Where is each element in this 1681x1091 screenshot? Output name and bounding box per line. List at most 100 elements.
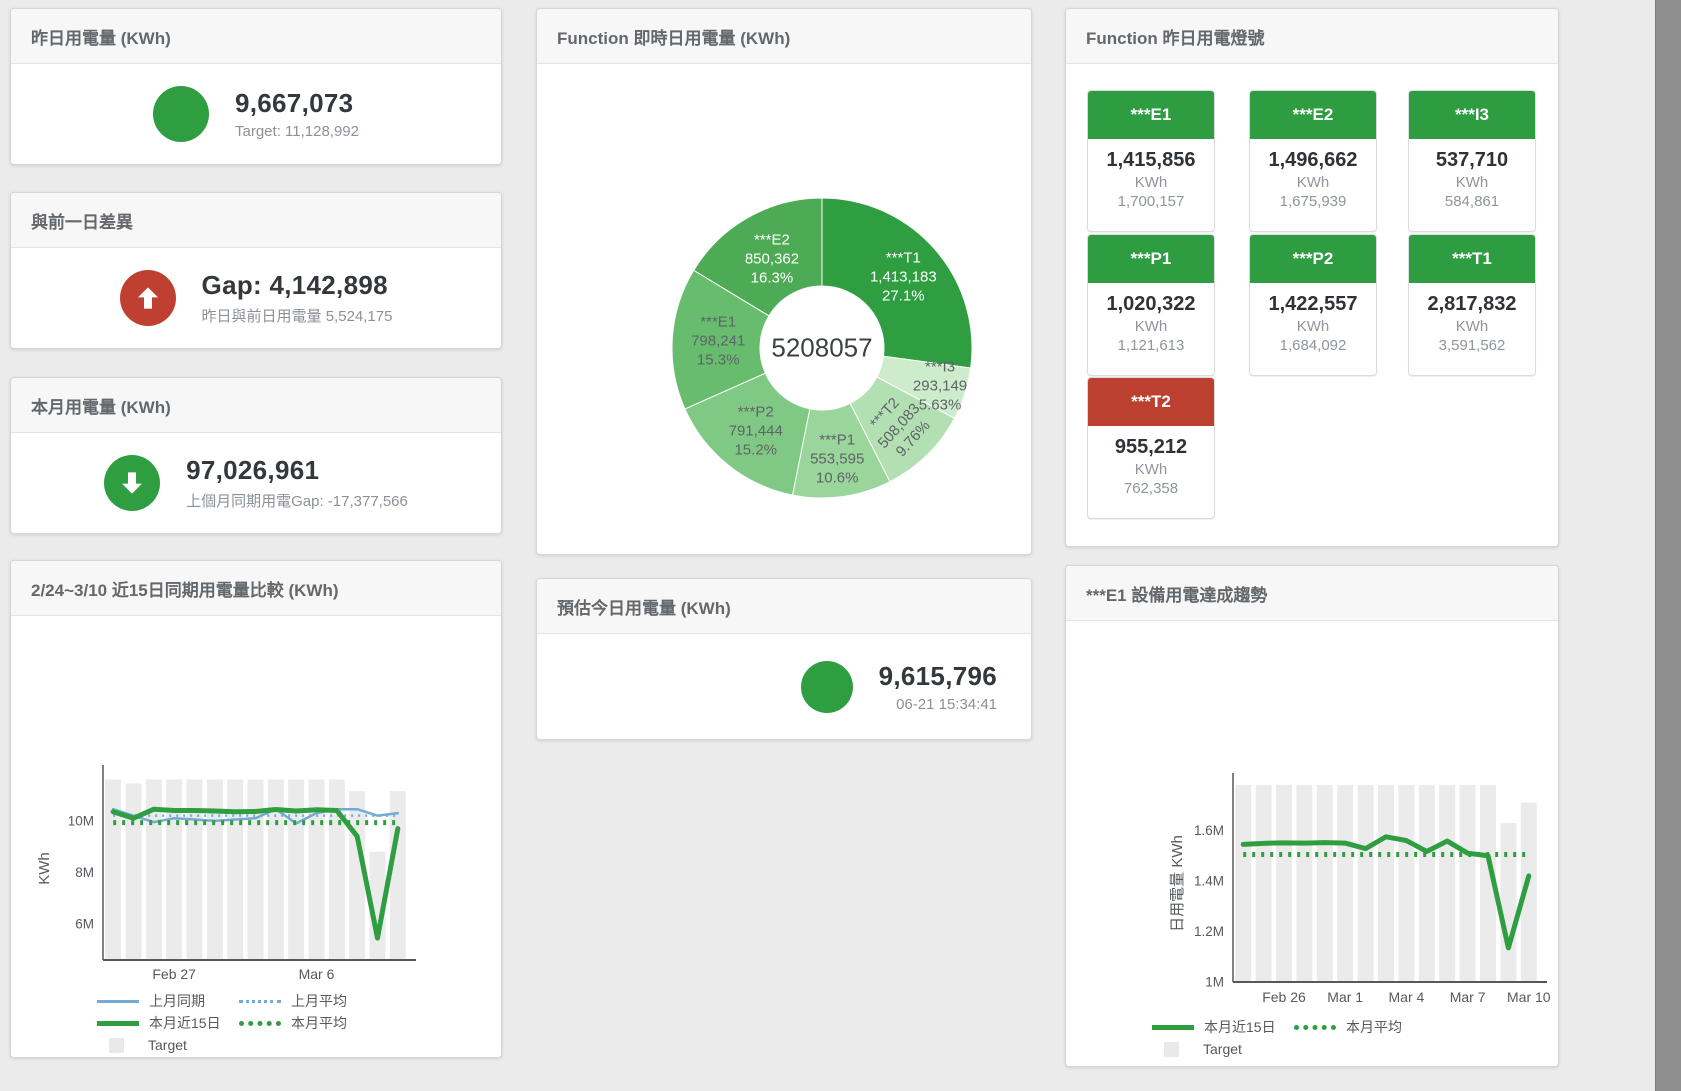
light-card-unit: KWh — [1134, 174, 1168, 191]
legend-label: 上月平均 — [291, 993, 347, 1009]
realtime-pie-body: ***T1 1,413,183 27.1% ***I3 293,149 5.63% ***T… — [537, 64, 1031, 554]
chart-legend: 本月近15日 本月平均 Target — [1152, 1016, 1436, 1060]
target-bar — [1235, 785, 1252, 982]
month-usage-title: 本月用電量 (KWh) — [11, 378, 501, 433]
legend-label: 本月近15日 — [1204, 1019, 1276, 1035]
target-bar — [288, 779, 305, 960]
legend-item[interactable]: 上月平均 — [239, 991, 381, 1011]
lights-panel-card: Function 昨日用電燈號 ***E1 1,415,856 KWh 1,700,1… — [1065, 8, 1559, 547]
legend-item[interactable]: 上月同期 — [97, 991, 239, 1011]
light-card: ***I3 537,710 KWh 584,861 — [1408, 90, 1536, 232]
green-status-circle-icon — [800, 660, 853, 713]
legend-item[interactable]: 本月近15日 — [1152, 1017, 1294, 1037]
pie-label-line: ***E2 — [754, 231, 790, 249]
light-card-unit: KWh — [1296, 174, 1330, 191]
pie-segment-label: ***P1 553,595 10.6% — [810, 430, 864, 487]
target-bar — [1520, 802, 1537, 982]
series-line — [1240, 834, 1532, 951]
legend-row: 本月近15日 本月平均 — [1152, 1016, 1436, 1038]
lights-grid: ***E1 1,415,856 KWh 1,700,157 ***E2 1,496,662… — [1066, 64, 1558, 546]
target-bar — [1378, 785, 1394, 982]
legend-label: 本月近15日 — [149, 1015, 221, 1031]
legend-marker-box — [1164, 1041, 1179, 1057]
x-axis-tick: Mar 1 — [1327, 989, 1363, 1005]
pie-segment — [693, 197, 823, 317]
light-card-header: ***P2 — [1250, 235, 1376, 283]
yesterday-usage-value: 9,667,073 — [235, 88, 354, 118]
legend-item[interactable]: Target — [97, 1037, 239, 1053]
target-bar — [1255, 785, 1272, 982]
legend-item[interactable]: 本月平均 — [239, 1013, 381, 1033]
estimate-today-title: 預估今日用電量 (KWh) — [537, 579, 1031, 634]
trend-chart-title: ***E1 設備用電達成趨勢 — [1066, 566, 1558, 621]
month-usage-sub: 上個月同期用電Gap: -17,377,566 — [186, 493, 408, 510]
comparison-chart-card: 2/24~3/10 近15日同期用電量比較 (KWh) 6M 8M 10M Feb 2… — [10, 560, 502, 1058]
realtime-pie-card: Function 即時日用電量 (KWh) ***T1 1,413,183 27.1… — [536, 8, 1032, 555]
light-card-unit: KWh — [1455, 174, 1489, 191]
legend-item[interactable]: Target — [1152, 1041, 1294, 1057]
light-card-header: ***E1 — [1088, 91, 1214, 139]
trend-chart: 1M 1.2M 1.4M 1.6M Feb 26 Mar 1 Mar 4 Mar 7 Mar 1… — [1169, 773, 1551, 1005]
light-card-value: 537,710 — [1435, 149, 1509, 171]
light-card-value: 1,496,662 — [1268, 149, 1358, 171]
target-bar — [1398, 785, 1415, 982]
estimate-today-card: 預估今日用電量 (KWh) 9,615,796 06-21 15:34:41 — [536, 578, 1032, 740]
light-card-value: 1,422,557 — [1268, 293, 1358, 315]
pie-label-line: ***P2 — [737, 403, 774, 421]
target-bar — [1296, 785, 1313, 982]
pie-segment-label: ***T1 1,413,183 27.1% — [870, 248, 937, 305]
pie-segment-label: ***E1 798,241 15.3% — [691, 313, 745, 370]
light-card-header: ***T1 — [1409, 235, 1535, 283]
legend-item[interactable]: 本月近15日 — [97, 1013, 239, 1033]
legend-marker-box — [109, 1037, 124, 1053]
target-bar — [1500, 822, 1517, 982]
light-card-header: ***T2 — [1088, 378, 1214, 426]
y-axis-tick: 1M — [1205, 975, 1224, 990]
y-axis-tick: 1.2M — [1194, 924, 1224, 939]
light-card-target: 1,700,157 — [1117, 193, 1185, 210]
scrollbar[interactable] — [1655, 0, 1681, 1091]
up-arrow-icon — [119, 270, 176, 326]
pie-label-line: 16.3% — [750, 269, 794, 287]
target-bar — [125, 783, 142, 960]
legend-marker-dotted-thin — [239, 999, 281, 1003]
target-bar — [1357, 785, 1374, 982]
target-bar — [1439, 785, 1456, 982]
light-card-value: 1,415,856 — [1106, 149, 1196, 171]
target-bar — [1276, 785, 1292, 982]
gap-prev-day-title: 與前一日差異 — [11, 193, 501, 248]
y-axis-tick: 1.4M — [1194, 873, 1224, 888]
legend-label: 本月平均 — [291, 1015, 347, 1031]
pie-segment-label: ***I3 293,149 5.63% — [913, 357, 967, 414]
light-card-unit: KWh — [1134, 461, 1168, 478]
light-card-header: ***E2 — [1250, 91, 1376, 139]
y-axis-tick: 1.6M — [1194, 823, 1224, 838]
light-card: ***E1 1,415,856 KWh 1,700,157 — [1087, 90, 1215, 232]
light-card: ***T1 2,817,832 KWh 3,591,562 — [1408, 234, 1536, 376]
legend-item[interactable]: 本月平均 — [1294, 1017, 1436, 1037]
light-card-target: 1,121,613 — [1117, 337, 1185, 354]
month-usage-body: 97,026,961 上個月同期用電Gap: -17,377,566 — [11, 433, 501, 533]
target-bar — [308, 779, 325, 960]
x-axis-tick: Mar 7 — [1450, 989, 1486, 1005]
target-bar — [105, 779, 122, 960]
comparison-chart-body: 6M 8M 10M Feb 27 Mar 6 KWh 上月同期 上月平均 本月近15日 本月平均 T… — [11, 616, 501, 1057]
light-card-value: 1,020,322 — [1106, 293, 1196, 315]
realtime-donut — [671, 197, 973, 499]
realtime-pie-title: Function 即時日用電量 (KWh) — [537, 9, 1031, 64]
pie-label-line: ***E1 — [700, 313, 737, 331]
legend-marker-dotted-thick — [239, 1020, 281, 1026]
target-bar — [1316, 785, 1333, 982]
target-bar — [206, 779, 223, 960]
legend-marker-dotted-thick — [1294, 1024, 1336, 1030]
target-bar — [1418, 785, 1435, 982]
pie-label-line: 850,362 — [744, 250, 800, 268]
pie-center-total: 5208057 — [771, 332, 873, 363]
month-usage-value: 97,026,961 — [186, 455, 320, 485]
legend-label: 本月平均 — [1346, 1019, 1402, 1035]
target-bar — [369, 851, 386, 960]
down-arrow-icon — [104, 455, 161, 511]
estimate-today-value: 9,615,796 — [878, 660, 997, 691]
target-bar — [328, 779, 345, 960]
x-axis-tick: Mar 4 — [1389, 989, 1425, 1005]
